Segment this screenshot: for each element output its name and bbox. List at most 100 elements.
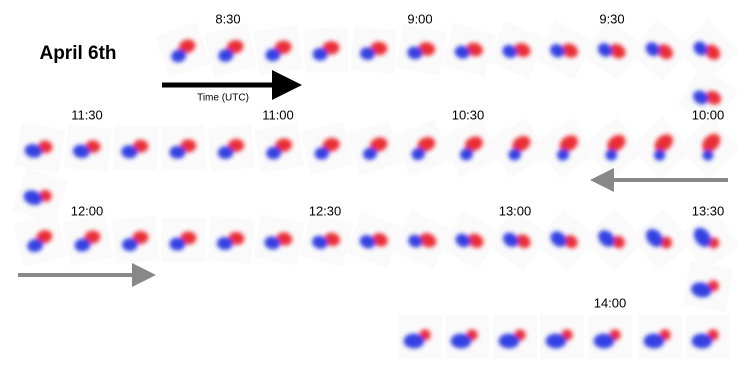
thumbnail — [11, 167, 69, 225]
thumbnail — [678, 209, 740, 271]
red-blob — [705, 44, 721, 60]
blue-blob — [455, 233, 471, 248]
time-label: 13:00 — [499, 203, 532, 218]
thumbnail-blobs — [217, 138, 245, 160]
time-label: 11:30 — [71, 107, 103, 122]
blue-blob — [498, 333, 520, 349]
blue-blob — [27, 238, 44, 253]
blue-blob — [645, 229, 663, 247]
thumbnail-blobs — [597, 43, 626, 59]
thumbnail — [488, 21, 546, 79]
red-blob — [564, 235, 578, 249]
thumbnail — [440, 118, 500, 178]
red-blob — [654, 134, 673, 152]
thumbnail-blobs — [653, 134, 673, 161]
thumbnail — [540, 315, 584, 359]
blue-blob — [216, 236, 233, 250]
thumbnail-blobs — [693, 227, 720, 249]
thumbnail — [111, 216, 160, 264]
thumbnail-blobs — [693, 41, 721, 60]
blue-blob — [407, 46, 423, 60]
blue-blob — [314, 147, 330, 160]
thumbnail-blobs — [363, 137, 388, 160]
red-blob — [419, 233, 437, 248]
thumbnail-blobs — [169, 231, 197, 251]
thumbnail-blobs — [550, 43, 579, 58]
thumbnail-blobs — [264, 232, 293, 250]
blue-blob — [693, 90, 709, 105]
thumbnail — [207, 216, 256, 264]
thumbnail-blobs — [411, 137, 436, 161]
thumbnail-blobs — [312, 232, 341, 249]
red-blob — [660, 236, 673, 249]
red-blob — [372, 233, 388, 247]
blue-blob — [598, 230, 615, 247]
thumbnail-blobs — [403, 329, 431, 349]
red-blob — [467, 233, 484, 248]
thumbnail-blobs — [450, 329, 478, 349]
arrow-label: Time (UTC) — [197, 93, 249, 104]
blue-blob — [171, 49, 187, 63]
thumbnail — [534, 209, 597, 271]
blue-blob — [508, 148, 522, 161]
thumbnail — [630, 116, 693, 180]
thumbnail — [588, 315, 632, 359]
thumbnail — [582, 208, 645, 272]
thumbnail-blobs — [216, 231, 245, 250]
thumbnail — [303, 27, 349, 73]
thumbnail — [445, 315, 489, 359]
blue-blob — [545, 333, 567, 349]
red-blob — [464, 136, 483, 152]
red-blob — [559, 135, 578, 152]
blue-blob — [217, 146, 234, 160]
red-blob — [276, 232, 293, 246]
thumbnail — [204, 23, 258, 77]
thumbnail-blobs — [550, 231, 578, 249]
red-blob — [515, 234, 531, 249]
thumbnail — [154, 21, 212, 79]
thumbnail — [487, 117, 549, 179]
red-blob — [705, 90, 721, 105]
blue-blob — [266, 146, 282, 160]
thumbnail — [398, 315, 442, 359]
thumbnail-blobs — [593, 329, 621, 349]
thumbnail — [253, 214, 305, 266]
blue-blob — [72, 144, 90, 159]
thumbnail-blobs — [218, 40, 244, 62]
thumbnail — [350, 26, 398, 74]
blue-blob — [74, 238, 91, 252]
time-label: 9:30 — [599, 11, 624, 26]
time-label: 8:30 — [215, 11, 240, 26]
thumbnail-blobs — [498, 329, 526, 349]
blue-blob — [359, 235, 376, 249]
thumbnail — [299, 213, 354, 267]
thumbnail — [638, 315, 682, 359]
thumbnail-blobs — [508, 135, 531, 161]
title: April 6th — [39, 43, 116, 64]
thumbnail — [393, 210, 452, 270]
thumbnail-blobs — [408, 233, 437, 248]
thumbnail-blobs — [460, 136, 483, 161]
thumbnail — [535, 117, 597, 179]
blue-blob — [411, 147, 426, 161]
thumbnail — [393, 119, 452, 177]
thumbnail-blobs — [359, 233, 388, 249]
red-blob — [607, 134, 626, 152]
red-blob — [370, 137, 388, 152]
blue-blob — [403, 333, 425, 349]
thumbnail-blobs — [693, 90, 721, 105]
time-label: 12:00 — [71, 203, 104, 218]
blue-blob — [264, 236, 281, 250]
blue-blob — [653, 149, 666, 161]
thumbnail — [300, 121, 354, 175]
thumbnail-blobs — [454, 42, 483, 59]
blue-blob — [265, 48, 281, 62]
thumbnail-blobs — [266, 138, 292, 160]
red-blob — [561, 43, 579, 58]
thumbnail — [62, 214, 114, 266]
thumbnail — [487, 209, 549, 271]
blue-blob — [702, 149, 714, 161]
blue-blob — [454, 45, 470, 59]
thumbnail-blobs — [691, 280, 719, 298]
